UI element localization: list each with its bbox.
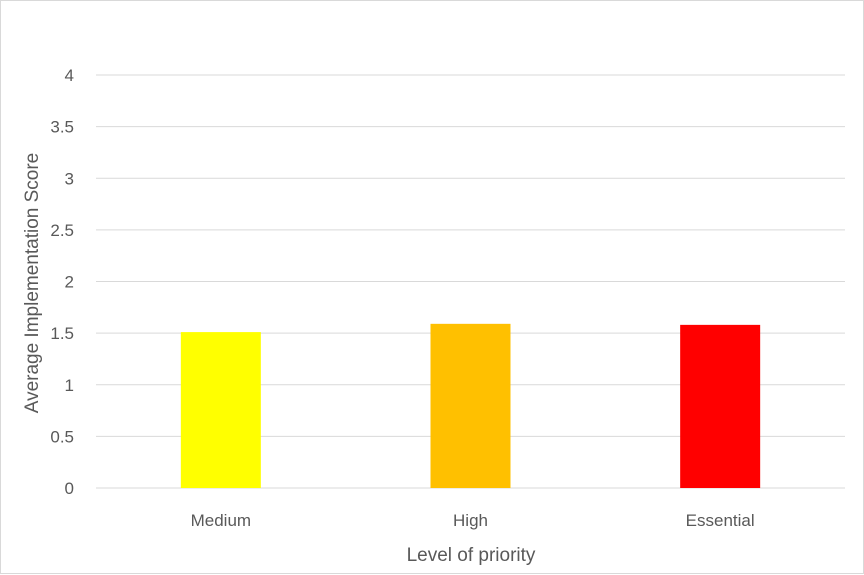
y-tick-label: 3.5: [50, 118, 74, 137]
x-category-label: Medium: [191, 511, 251, 530]
x-category-label: High: [453, 511, 488, 530]
x-axis-title: Level of priority: [407, 545, 536, 566]
y-tick-label: 0: [65, 479, 74, 498]
y-axis-title: Average Implementation Score: [22, 153, 43, 414]
y-axis-ticks: 0 0.5 1 1.5 2 2.5 3 3.5 4: [50, 66, 74, 498]
x-axis-categories: Medium High Essential: [191, 511, 755, 530]
bar-high: [430, 323, 511, 488]
y-tick-label: 1: [65, 376, 74, 395]
x-category-label: Essential: [686, 511, 755, 530]
y-tick-label: 2.5: [50, 221, 74, 240]
bar-essential: [680, 324, 761, 488]
bars: [180, 323, 761, 488]
y-tick-label: 4: [65, 66, 74, 85]
y-tick-label: 1.5: [50, 324, 74, 343]
y-tick-label: 2: [65, 273, 74, 292]
y-tick-label: 3: [65, 169, 74, 188]
y-tick-label: 0.5: [50, 427, 74, 446]
bar-medium: [180, 332, 261, 488]
